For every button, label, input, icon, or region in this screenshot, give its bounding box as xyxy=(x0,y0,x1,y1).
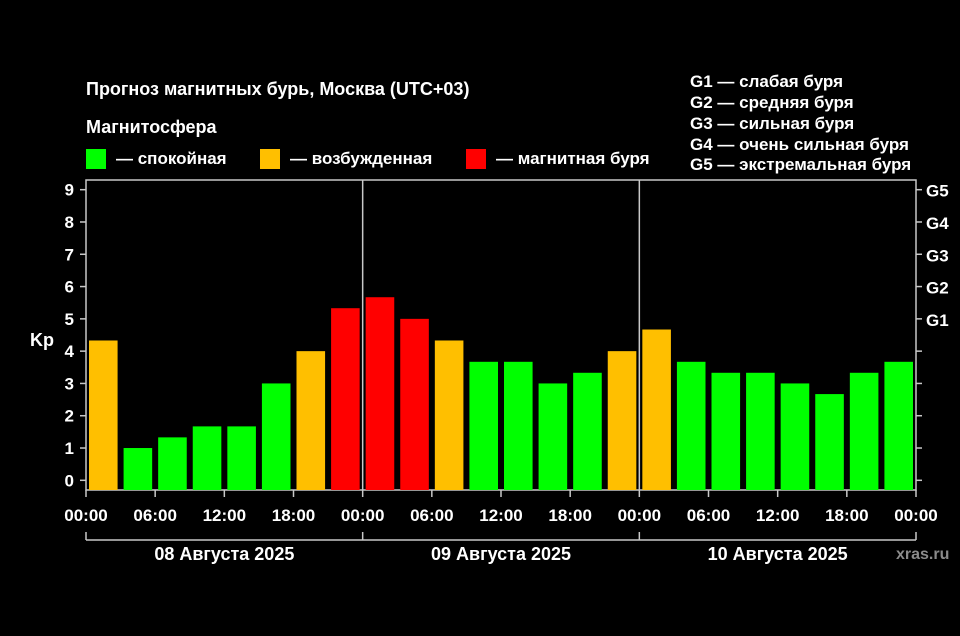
y-axis-label: Kp xyxy=(30,330,54,350)
x-tick-label: 12:00 xyxy=(479,506,522,525)
bar xyxy=(573,372,602,490)
day-label: 08 Августа 2025 xyxy=(154,544,294,564)
storm-scale-g5: G5 — экстремальная буря xyxy=(690,155,911,174)
x-tick-label: 06:00 xyxy=(687,506,730,525)
legend-swatch-quiet xyxy=(86,149,106,169)
storm-level-label: G2 xyxy=(926,279,949,298)
legend-swatch-active xyxy=(260,149,280,169)
legend-label-active: — возбужденная xyxy=(290,149,432,168)
plot-area: 0 1 2 3 4 5 6 7 8 9 G1 G2 G3 G4 G5 00:00 06:00 12:00 18:00… xyxy=(64,179,949,564)
bar xyxy=(815,394,844,490)
bar xyxy=(123,448,153,490)
legend-swatch-storm xyxy=(466,149,486,169)
x-tick-label: 06:00 xyxy=(133,506,176,525)
chart-title: Прогноз магнитных бурь, Москва (UTC+03) xyxy=(86,79,469,99)
bar xyxy=(192,426,222,490)
x-tick-label: 18:00 xyxy=(272,506,315,525)
bar xyxy=(158,437,187,490)
bar xyxy=(400,318,429,490)
bar xyxy=(676,361,706,490)
x-tick-label: 12:00 xyxy=(756,506,799,525)
storm-level-label: G1 xyxy=(926,311,949,330)
y-tick-label: 1 xyxy=(65,439,74,458)
bar xyxy=(884,361,913,490)
bar xyxy=(469,361,498,490)
bar xyxy=(331,308,360,490)
bar xyxy=(365,297,395,490)
x-tick-label: 18:00 xyxy=(548,506,591,525)
bar xyxy=(746,372,775,490)
bar xyxy=(434,340,464,490)
bar xyxy=(780,383,810,490)
legend: — спокойная — возбужденная — магнитная б… xyxy=(86,149,650,169)
day-label: 10 Августа 2025 xyxy=(708,544,848,564)
storm-level-label: G3 xyxy=(926,246,949,265)
y-tick-label: 2 xyxy=(65,407,74,426)
legend-label-storm: — магнитная буря xyxy=(496,149,650,168)
bar xyxy=(538,383,568,490)
storm-scale-g3: G3 — сильная буря xyxy=(690,114,854,133)
bar xyxy=(261,383,291,490)
bar xyxy=(711,372,741,490)
bar xyxy=(296,351,326,490)
legend-label-quiet: — спокойная xyxy=(116,149,227,168)
storm-scale-legend: G1 — слабая буря G2 — средняя буря G3 — … xyxy=(690,72,911,174)
bar xyxy=(227,426,256,490)
y-tick-label: 7 xyxy=(65,245,74,264)
bar xyxy=(504,361,533,490)
bar xyxy=(642,329,671,490)
y-tick-label: 6 xyxy=(65,278,74,297)
x-tick-label: 00:00 xyxy=(894,506,937,525)
bar xyxy=(607,351,637,490)
x-tick-label: 18:00 xyxy=(825,506,868,525)
x-tick-label: 00:00 xyxy=(341,506,384,525)
storm-level-label: G5 xyxy=(926,182,949,201)
storm-scale-g4: G4 — очень сильная буря xyxy=(690,135,909,154)
x-tick-label: 12:00 xyxy=(203,506,246,525)
storm-scale-g1: G1 — слабая буря xyxy=(690,72,843,91)
storm-level-label: G4 xyxy=(926,214,949,233)
y-tick-label: 3 xyxy=(65,374,74,393)
legend-title: Магнитосфера xyxy=(86,117,218,137)
x-tick-label: 00:00 xyxy=(618,506,661,525)
bar xyxy=(849,372,879,490)
y-tick-label: 9 xyxy=(65,181,74,200)
y-tick-label: 5 xyxy=(65,310,74,329)
y-tick-label: 4 xyxy=(65,342,75,361)
y-tick-label: 8 xyxy=(65,213,74,232)
y-tick-label: 0 xyxy=(65,471,74,490)
bar xyxy=(89,340,118,490)
x-tick-label: 00:00 xyxy=(64,506,107,525)
x-tick-label: 06:00 xyxy=(410,506,453,525)
watermark: xras.ru xyxy=(896,546,949,563)
storm-scale-g2: G2 — средняя буря xyxy=(690,93,854,112)
day-label: 09 Августа 2025 xyxy=(431,544,571,564)
